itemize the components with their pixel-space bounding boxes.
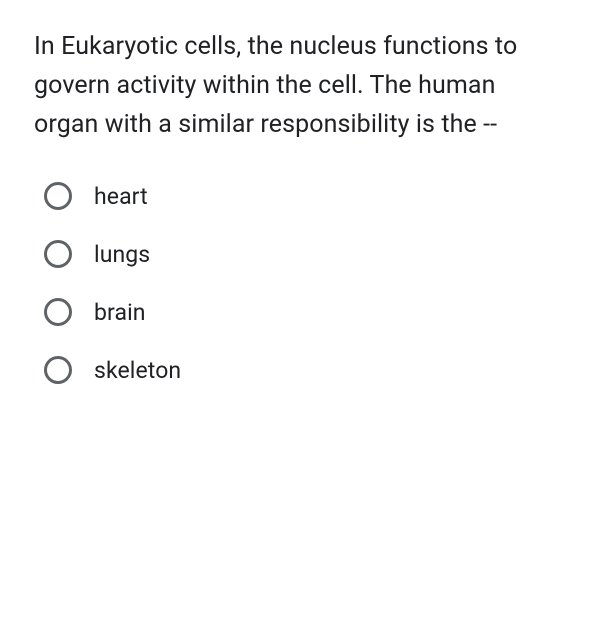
radio-icon[interactable]	[44, 298, 72, 326]
option-label: skeleton	[94, 357, 181, 384]
option-label: heart	[94, 183, 148, 210]
radio-icon[interactable]	[44, 182, 72, 210]
radio-icon[interactable]	[44, 356, 72, 384]
option-label: lungs	[94, 241, 150, 268]
option-skeleton[interactable]: skeleton	[44, 356, 563, 384]
option-lungs[interactable]: lungs	[44, 240, 563, 268]
option-label: brain	[94, 299, 146, 326]
options-container: heart lungs brain skeleton	[34, 182, 563, 384]
radio-icon[interactable]	[44, 240, 72, 268]
option-heart[interactable]: heart	[44, 182, 563, 210]
option-brain[interactable]: brain	[44, 298, 563, 326]
question-text: In Eukaryotic cells, the nucleus functio…	[34, 28, 563, 144]
